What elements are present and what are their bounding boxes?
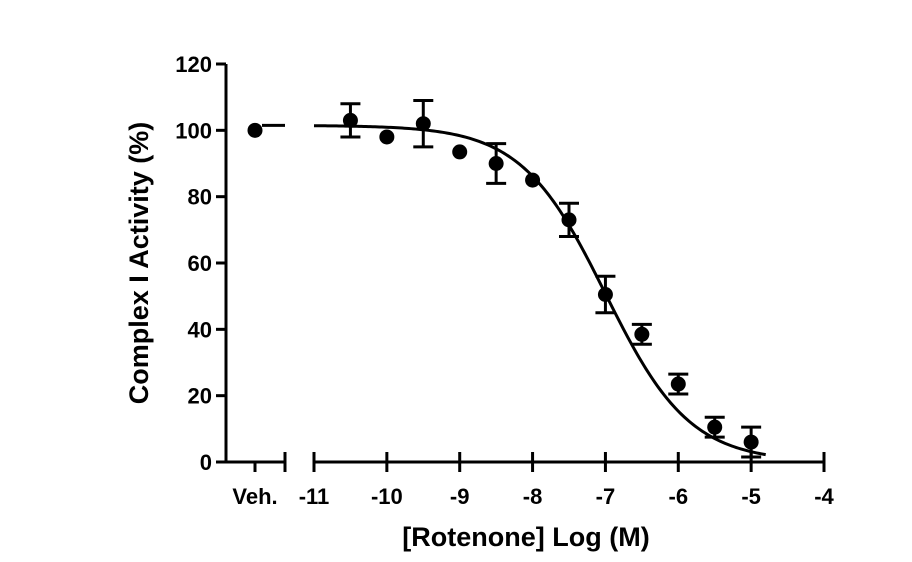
data-point-group: [668, 372, 689, 396]
fit-curve: [313, 124, 766, 457]
data-point-group: [741, 425, 762, 459]
x-tick-label: -8: [523, 484, 543, 509]
data-point: [379, 129, 395, 145]
data-points-layer: [340, 98, 762, 459]
data-point: [525, 172, 541, 188]
data-point: [634, 326, 650, 342]
y-tick-label: 100: [175, 118, 212, 143]
data-point-group: [340, 102, 361, 139]
vehicle-layer: [247, 122, 285, 138]
y-tick-label: 40: [188, 317, 212, 342]
x-axis-title: [Rotenone] Log (M): [402, 522, 649, 552]
x-tick-label: -9: [450, 484, 470, 509]
data-point: [707, 419, 723, 435]
x-tick-label: -5: [741, 484, 761, 509]
x-ticks: -11 -10 -9 -8 -7 -6 -5 -4: [299, 452, 835, 509]
y-tick-label: 80: [188, 185, 212, 210]
data-point: [452, 144, 468, 160]
data-point: [670, 376, 686, 392]
fit-curve-layer: [313, 124, 766, 457]
x-tick-label: -10: [371, 484, 403, 509]
data-point: [415, 116, 431, 132]
x-tick-label-vehicle: Veh.: [232, 484, 277, 509]
data-point-group: [413, 98, 434, 149]
data-point-group: [525, 172, 541, 188]
y-axis-title: Complex I Activity (%): [124, 122, 154, 405]
data-point-group: [452, 144, 468, 160]
data-point-group: [559, 201, 579, 238]
x-tick-label: -11: [299, 484, 330, 509]
data-point: [743, 434, 759, 450]
y-ticks: 0 20 40 60 80 100 120: [175, 52, 226, 475]
data-point-group: [486, 142, 507, 185]
y-tick-label: 20: [188, 384, 212, 409]
data-point-group: [704, 415, 725, 439]
data-point-group: [631, 322, 652, 346]
data-point: [597, 287, 613, 303]
data-point-group: [379, 129, 395, 145]
x-tick-label: -7: [596, 484, 616, 509]
data-point-vehicle: [247, 122, 263, 138]
x-tick-label: -6: [669, 484, 689, 509]
y-tick-label: 60: [188, 251, 212, 276]
data-point-group: [595, 274, 616, 315]
data-point: [488, 156, 504, 171]
x-axis-vehicle-segment: [226, 452, 287, 472]
y-tick-label: 120: [175, 52, 212, 77]
y-tick-label: 0: [200, 450, 212, 475]
data-point: [561, 212, 577, 228]
data-point: [342, 112, 358, 128]
x-tick-label: -4: [814, 484, 834, 509]
